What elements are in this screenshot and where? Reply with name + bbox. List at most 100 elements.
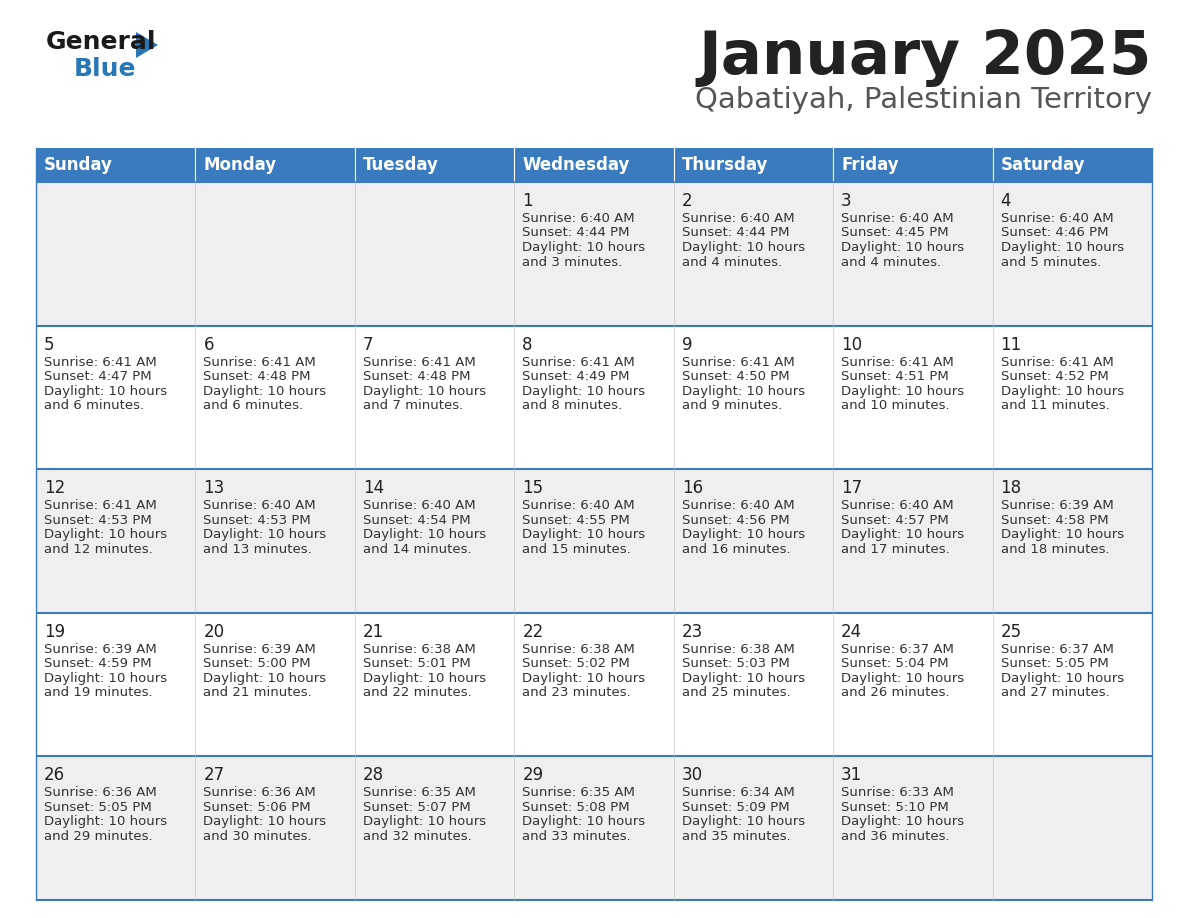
- Text: Daylight: 10 hours: Daylight: 10 hours: [523, 815, 645, 828]
- Text: Sunrise: 6:40 AM: Sunrise: 6:40 AM: [523, 499, 634, 512]
- Text: Daylight: 10 hours: Daylight: 10 hours: [1000, 672, 1124, 685]
- Text: and 35 minutes.: and 35 minutes.: [682, 830, 790, 843]
- Text: Daylight: 10 hours: Daylight: 10 hours: [362, 815, 486, 828]
- Text: and 9 minutes.: and 9 minutes.: [682, 399, 782, 412]
- Text: Sunrise: 6:41 AM: Sunrise: 6:41 AM: [44, 355, 157, 369]
- Text: Daylight: 10 hours: Daylight: 10 hours: [682, 528, 804, 542]
- Text: Sunrise: 6:39 AM: Sunrise: 6:39 AM: [44, 643, 157, 655]
- Text: Sunrise: 6:40 AM: Sunrise: 6:40 AM: [362, 499, 475, 512]
- Text: Sunrise: 6:40 AM: Sunrise: 6:40 AM: [841, 499, 954, 512]
- Text: Sunset: 5:09 PM: Sunset: 5:09 PM: [682, 800, 789, 814]
- Text: 24: 24: [841, 622, 862, 641]
- Text: Daylight: 10 hours: Daylight: 10 hours: [44, 815, 168, 828]
- Text: 23: 23: [682, 622, 703, 641]
- Text: Qabatiyah, Palestinian Territory: Qabatiyah, Palestinian Territory: [695, 86, 1152, 114]
- Bar: [36, 756, 1152, 900]
- Text: Daylight: 10 hours: Daylight: 10 hours: [362, 672, 486, 685]
- Text: General: General: [46, 30, 157, 54]
- Text: Sunset: 5:08 PM: Sunset: 5:08 PM: [523, 800, 630, 814]
- Text: 7: 7: [362, 336, 373, 353]
- Text: 15: 15: [523, 479, 543, 498]
- Text: 21: 21: [362, 622, 384, 641]
- Text: Daylight: 10 hours: Daylight: 10 hours: [682, 241, 804, 254]
- Text: Sunset: 4:55 PM: Sunset: 4:55 PM: [523, 514, 630, 527]
- Text: Sunset: 5:05 PM: Sunset: 5:05 PM: [44, 800, 152, 814]
- Text: Sunset: 5:01 PM: Sunset: 5:01 PM: [362, 657, 470, 670]
- Text: Sunrise: 6:33 AM: Sunrise: 6:33 AM: [841, 787, 954, 800]
- Text: and 8 minutes.: and 8 minutes.: [523, 399, 623, 412]
- Text: Sunset: 5:05 PM: Sunset: 5:05 PM: [1000, 657, 1108, 670]
- Text: Saturday: Saturday: [1000, 156, 1085, 174]
- Text: 26: 26: [44, 767, 65, 784]
- Text: Daylight: 10 hours: Daylight: 10 hours: [362, 385, 486, 397]
- Text: Sunset: 4:58 PM: Sunset: 4:58 PM: [1000, 514, 1108, 527]
- Text: 22: 22: [523, 622, 544, 641]
- Text: Thursday: Thursday: [682, 156, 769, 174]
- Text: 19: 19: [44, 622, 65, 641]
- Text: Sunrise: 6:40 AM: Sunrise: 6:40 AM: [523, 212, 634, 225]
- Text: Wednesday: Wednesday: [523, 156, 630, 174]
- Text: Friday: Friday: [841, 156, 899, 174]
- Text: Sunday: Sunday: [44, 156, 113, 174]
- Text: Sunset: 4:44 PM: Sunset: 4:44 PM: [682, 227, 789, 240]
- Text: and 29 minutes.: and 29 minutes.: [44, 830, 152, 843]
- Text: 16: 16: [682, 479, 703, 498]
- Text: and 11 minutes.: and 11 minutes.: [1000, 399, 1110, 412]
- Text: January 2025: January 2025: [699, 28, 1152, 87]
- Text: 17: 17: [841, 479, 862, 498]
- Text: Daylight: 10 hours: Daylight: 10 hours: [44, 672, 168, 685]
- Text: Daylight: 10 hours: Daylight: 10 hours: [523, 672, 645, 685]
- Text: Daylight: 10 hours: Daylight: 10 hours: [841, 385, 965, 397]
- Text: Daylight: 10 hours: Daylight: 10 hours: [203, 672, 327, 685]
- Text: Sunset: 4:53 PM: Sunset: 4:53 PM: [44, 514, 152, 527]
- Text: Sunrise: 6:35 AM: Sunrise: 6:35 AM: [523, 787, 636, 800]
- Text: and 4 minutes.: and 4 minutes.: [841, 255, 941, 268]
- Text: and 13 minutes.: and 13 minutes.: [203, 543, 312, 555]
- Text: Sunset: 4:49 PM: Sunset: 4:49 PM: [523, 370, 630, 383]
- Text: Sunrise: 6:40 AM: Sunrise: 6:40 AM: [682, 499, 795, 512]
- Text: Sunset: 5:02 PM: Sunset: 5:02 PM: [523, 657, 630, 670]
- Text: and 17 minutes.: and 17 minutes.: [841, 543, 950, 555]
- Text: Sunset: 5:06 PM: Sunset: 5:06 PM: [203, 800, 311, 814]
- Text: Sunrise: 6:41 AM: Sunrise: 6:41 AM: [841, 355, 954, 369]
- Text: Sunrise: 6:35 AM: Sunrise: 6:35 AM: [362, 787, 475, 800]
- Text: and 4 minutes.: and 4 minutes.: [682, 255, 782, 268]
- Text: Daylight: 10 hours: Daylight: 10 hours: [203, 385, 327, 397]
- Text: Sunset: 4:54 PM: Sunset: 4:54 PM: [362, 514, 470, 527]
- Text: Daylight: 10 hours: Daylight: 10 hours: [523, 241, 645, 254]
- Bar: [514, 148, 674, 182]
- Text: 31: 31: [841, 767, 862, 784]
- Text: and 19 minutes.: and 19 minutes.: [44, 687, 152, 700]
- Text: and 6 minutes.: and 6 minutes.: [44, 399, 144, 412]
- Text: and 15 minutes.: and 15 minutes.: [523, 543, 631, 555]
- Text: Sunset: 4:48 PM: Sunset: 4:48 PM: [362, 370, 470, 383]
- Text: and 18 minutes.: and 18 minutes.: [1000, 543, 1110, 555]
- Text: and 30 minutes.: and 30 minutes.: [203, 830, 312, 843]
- Text: Sunrise: 6:41 AM: Sunrise: 6:41 AM: [523, 355, 636, 369]
- Text: Daylight: 10 hours: Daylight: 10 hours: [841, 815, 965, 828]
- Text: Sunrise: 6:41 AM: Sunrise: 6:41 AM: [203, 355, 316, 369]
- Text: 1: 1: [523, 192, 533, 210]
- Text: Blue: Blue: [74, 57, 137, 81]
- Text: 13: 13: [203, 479, 225, 498]
- Text: and 23 minutes.: and 23 minutes.: [523, 687, 631, 700]
- Text: Monday: Monday: [203, 156, 277, 174]
- Text: Sunset: 5:03 PM: Sunset: 5:03 PM: [682, 657, 790, 670]
- Text: Sunrise: 6:41 AM: Sunrise: 6:41 AM: [1000, 355, 1113, 369]
- Text: and 16 minutes.: and 16 minutes.: [682, 543, 790, 555]
- Text: Sunset: 4:45 PM: Sunset: 4:45 PM: [841, 227, 949, 240]
- Bar: [36, 613, 1152, 756]
- Text: 25: 25: [1000, 622, 1022, 641]
- Text: Sunset: 5:10 PM: Sunset: 5:10 PM: [841, 800, 949, 814]
- Bar: [36, 326, 1152, 469]
- Text: 27: 27: [203, 767, 225, 784]
- Text: Daylight: 10 hours: Daylight: 10 hours: [523, 385, 645, 397]
- Bar: [992, 148, 1152, 182]
- Text: Sunset: 4:47 PM: Sunset: 4:47 PM: [44, 370, 152, 383]
- Text: Daylight: 10 hours: Daylight: 10 hours: [1000, 528, 1124, 542]
- Text: Sunrise: 6:41 AM: Sunrise: 6:41 AM: [362, 355, 475, 369]
- Text: Sunrise: 6:37 AM: Sunrise: 6:37 AM: [1000, 643, 1113, 655]
- Text: Sunrise: 6:38 AM: Sunrise: 6:38 AM: [362, 643, 475, 655]
- Text: and 26 minutes.: and 26 minutes.: [841, 687, 949, 700]
- Text: Tuesday: Tuesday: [362, 156, 438, 174]
